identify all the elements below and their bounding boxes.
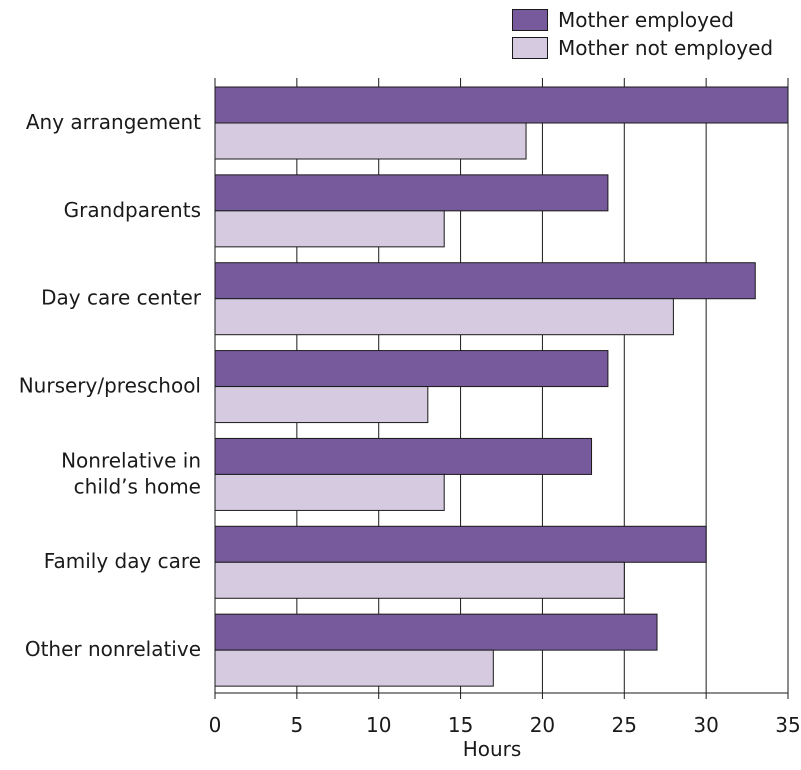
x-tick-label-0: 0 — [209, 713, 222, 737]
legend-item-mother-not-employed: Mother not employed — [512, 34, 773, 62]
category-label-3: Nursery/preschool — [19, 374, 201, 398]
bar-not-employed-1 — [214, 210, 445, 248]
x-tick-label-25: 25 — [612, 713, 637, 737]
bar-not-employed-0 — [214, 122, 527, 160]
bar-employed-2 — [214, 262, 756, 300]
x-tick-label-5: 5 — [290, 713, 303, 737]
bar-employed-1 — [214, 174, 609, 212]
x-tick-label-20: 20 — [530, 713, 555, 737]
bar-not-employed-3 — [214, 386, 429, 424]
x-tick-label-10: 10 — [366, 713, 391, 737]
bar-not-employed-6 — [214, 649, 494, 687]
bar-employed-5 — [214, 525, 707, 563]
bar-not-employed-5 — [214, 561, 625, 599]
category-label-4-line-1: child’s home — [74, 474, 201, 498]
legend-swatch-mother-not-employed — [512, 37, 548, 59]
x-tick-label-30: 30 — [693, 713, 718, 737]
category-label-5: Family day care — [44, 549, 201, 573]
category-label-1: Grandparents — [64, 198, 201, 222]
category-label-6: Other nonrelative — [25, 637, 201, 661]
bar-employed-3 — [214, 350, 609, 388]
x-axis-title: Hours — [463, 737, 522, 761]
category-label-2: Day care center — [41, 286, 202, 310]
x-tick-label-15: 15 — [448, 713, 473, 737]
category-label-0: Any arrangement — [26, 110, 201, 134]
bar-employed-4 — [214, 437, 593, 475]
legend: Mother employed Mother not employed — [512, 6, 773, 62]
bar-employed-0 — [214, 86, 789, 124]
category-labels: Any arrangement Grandparents Day care cent… — [19, 110, 202, 661]
bar-not-employed-4 — [214, 473, 445, 511]
bar-employed-6 — [214, 613, 658, 651]
tick-labels: 0 5 10 15 20 25 30 35 — [209, 713, 801, 737]
axes — [214, 78, 789, 699]
bars — [214, 86, 789, 687]
legend-item-mother-employed: Mother employed — [512, 6, 773, 34]
legend-label-mother-not-employed: Mother not employed — [558, 36, 774, 60]
category-label-4-line-0: Nonrelative in — [61, 448, 201, 472]
legend-swatch-mother-employed — [512, 9, 548, 31]
legend-label-mother-employed: Mother employed — [558, 8, 735, 32]
bar-not-employed-2 — [214, 298, 674, 336]
x-tick-label-35: 35 — [775, 713, 800, 737]
